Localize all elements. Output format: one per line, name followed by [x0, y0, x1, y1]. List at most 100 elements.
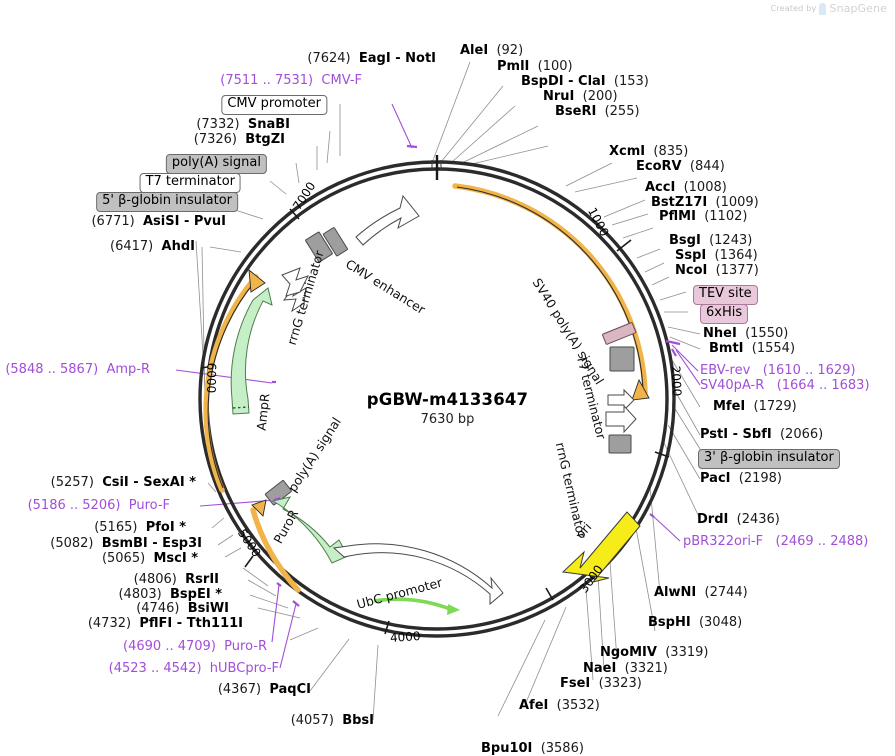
enzyme-position: (7326) — [193, 132, 238, 147]
feature-rrng-terminator-right — [605, 388, 637, 434]
enzyme-position: (1009) — [715, 195, 759, 210]
enzyme-name: AlwNI — [654, 585, 697, 600]
enzyme-label-pfoi[interactable]: (5165) PfoI * — [94, 521, 186, 534]
primer-label-hubcpro-f[interactable]: (4523 .. 4542) hUBCpro-F — [109, 662, 279, 675]
primer-range: (1664 .. 1683) — [776, 378, 870, 393]
enzyme-label-nhei[interactable]: NheI (1550) — [703, 327, 788, 340]
enzyme-label-naei[interactable]: NaeI (3321) — [583, 662, 668, 675]
primer-label-ebv-rev[interactable]: EBV-rev (1610 .. 1629) — [700, 364, 856, 377]
enzyme-label-bsiwi[interactable]: (4746) BsiWI — [136, 602, 229, 615]
enzyme-label-msci[interactable]: (5065) MscI * — [102, 552, 198, 565]
enzyme-label-bsgi[interactable]: BsgI (1243) — [669, 234, 752, 247]
primer-marks — [272, 144, 681, 607]
primer-label-pbr322ori-f[interactable]: pBR322ori-F (2469 .. 2488) — [683, 535, 868, 548]
enzyme-label-bsphi[interactable]: BspHI (3048) — [648, 616, 742, 629]
enzyme-label-ahdi[interactable]: (6417) AhdI — [110, 240, 195, 253]
enzyme-label-alwni[interactable]: AlwNI (2744) — [654, 586, 748, 599]
enzyme-name: MfeI — [713, 399, 746, 414]
enzyme-name: BtgZI — [245, 132, 285, 147]
enzyme-label-xcmi[interactable]: XcmI (835) — [609, 145, 688, 158]
enzyme-label-ncoi[interactable]: NcoI (1377) — [675, 264, 759, 277]
badge-polya-signal[interactable]: poly(A) signal — [165, 154, 267, 174]
feature-sv40-polya — [602, 322, 637, 345]
primer-name: EBV-rev — [700, 363, 751, 378]
enzyme-label-paci[interactable]: PacI (2198) — [700, 472, 782, 485]
enzyme-label-sspi[interactable]: SspI (1364) — [675, 249, 758, 262]
enzyme-name: AsiSI - PvuI — [143, 214, 226, 229]
enzyme-label-paqci[interactable]: (4367) PaqCI — [218, 683, 311, 696]
enzyme-position: (4367) — [217, 682, 262, 697]
primer-label-sv40pa-r[interactable]: SV40pA-R (1664 .. 1683) — [700, 379, 870, 392]
enzyme-name: NgoMIV — [600, 645, 657, 660]
primer-label-amp-r[interactable]: (5848 .. 5867) Amp-R — [5, 363, 150, 376]
enzyme-label-mfei[interactable]: MfeI (1729) — [713, 400, 797, 413]
enzyme-name: Bpu10I — [481, 741, 533, 756]
leader-lines — [195, 61, 706, 721]
primer-name: Amp-R — [106, 362, 150, 377]
enzyme-position: (5065) — [101, 551, 146, 566]
enzyme-label-eagi-noti[interactable]: (7624) EagI - NotI — [307, 52, 436, 65]
primer-leader-lines — [175, 103, 701, 669]
enzyme-label-ngomiv[interactable]: NgoMIV (3319) — [600, 646, 708, 659]
enzyme-label-acci[interactable]: AccI (1008) — [645, 181, 727, 194]
enzyme-position: (6771) — [91, 214, 135, 229]
enzyme-label-ecorv[interactable]: EcoRV (844) — [636, 160, 725, 173]
enzyme-name: BbsI — [342, 713, 374, 728]
enzyme-label-snabi[interactable]: (7332) SnaBI — [196, 118, 290, 131]
enzyme-position: (5165) — [94, 520, 138, 535]
primer-range: (4690 .. 4709) — [123, 639, 216, 654]
enzyme-label-pflfi-tth111i[interactable]: (4732) PflFI - Tth111I — [88, 617, 243, 630]
enzyme-label-pflmi[interactable]: PflMI (1102) — [659, 210, 747, 223]
primer-range: (4523 .. 4542) — [108, 661, 202, 676]
enzyme-label-nrui[interactable]: NruI (200) — [543, 90, 618, 103]
enzyme-position: (153) — [613, 74, 649, 89]
badge-tev-site[interactable]: TEV site — [693, 285, 758, 305]
badge-3prime-beta-globin-insulator[interactable]: 3' β-globin insulator — [698, 449, 840, 469]
enzyme-position: (2436) — [736, 512, 780, 527]
enzyme-label-drdi[interactable]: DrdI (2436) — [697, 513, 780, 526]
enzyme-label-asisi-pvui[interactable]: (6771) AsiSI - PvuI — [91, 215, 226, 228]
badge-6xhis[interactable]: 6xHis — [700, 304, 749, 324]
enzyme-label-bstz17i[interactable]: BstZ17I (1009) — [651, 196, 759, 209]
primer-name: Puro-F — [128, 498, 170, 513]
primer-label-puro-r[interactable]: (4690 .. 4709) Puro-R — [123, 640, 267, 653]
badge-5prime-beta-globin-insulator[interactable]: 5' β-globin insulator — [96, 192, 238, 212]
enzyme-label-pmli[interactable]: PmlI (100) — [497, 60, 573, 73]
enzyme-position: (1554) — [751, 341, 796, 356]
enzyme-position: (1008) — [683, 180, 727, 195]
enzyme-position: (4746) — [136, 601, 180, 616]
primer-range: (5848 .. 5867) — [5, 362, 99, 377]
enzyme-label-bmti[interactable]: BmtI (1554) — [709, 342, 795, 355]
enzyme-name: NruI — [543, 89, 575, 104]
enzyme-label-bbsi[interactable]: (4057) BbsI — [291, 714, 374, 727]
enzyme-name: AccI — [645, 180, 676, 195]
feature-polya-t7-upper — [305, 227, 348, 263]
enzyme-label-bseri[interactable]: BseRI (255) — [555, 105, 640, 118]
cut-site-ticks — [431, 160, 442, 170]
enzyme-label-bspdi-clai[interactable]: BspDI - ClaI (153) — [521, 75, 649, 88]
badge-cmv-promoter[interactable]: CMV promoter — [221, 95, 327, 115]
enzyme-position: (92) — [496, 43, 524, 58]
enzyme-label-fsei[interactable]: FseI (3323) — [560, 677, 642, 690]
feature-cmv-enhancer — [355, 194, 420, 246]
watermark-brand-text: SnapGene — [829, 2, 887, 15]
enzyme-label-btgzi[interactable]: (7326) BtgZI — [194, 133, 285, 146]
enzyme-position: (3323) — [598, 676, 642, 691]
enzyme-label-bpu10i[interactable]: Bpu10I (3586) — [481, 742, 584, 755]
enzyme-name: SspI — [675, 248, 707, 263]
primer-label-cmv-f[interactable]: (7511 .. 7531) CMV-F — [220, 74, 362, 87]
enzyme-label-bspei[interactable]: (4803) BspEI * — [118, 588, 222, 601]
enzyme-label-psti-sbfi[interactable]: PstI - SbfI (2066) — [700, 428, 823, 441]
enzyme-label-afei[interactable]: AfeI (3532) — [519, 699, 600, 712]
enzyme-position: (4057) — [290, 713, 334, 728]
enzyme-position: (3586) — [540, 741, 584, 756]
primer-label-puro-f[interactable]: (5186 .. 5206) Puro-F — [28, 499, 170, 512]
enzyme-label-bsmbi-esp3i[interactable]: (5082) BsmBI - Esp3I — [50, 537, 202, 550]
enzyme-label-csii-sexai[interactable]: (5257) CsiI - SexAI * — [51, 476, 196, 489]
enzyme-label-rsrii[interactable]: (4806) RsrII — [134, 573, 219, 586]
enzyme-label-alei[interactable]: AleI (92) — [460, 44, 523, 57]
enzyme-position: (100) — [537, 59, 573, 74]
primer-name: hUBCpro-F — [209, 661, 279, 676]
badge-t7-terminator[interactable]: T7 terminator — [139, 173, 241, 193]
enzyme-position: (200) — [582, 89, 618, 104]
